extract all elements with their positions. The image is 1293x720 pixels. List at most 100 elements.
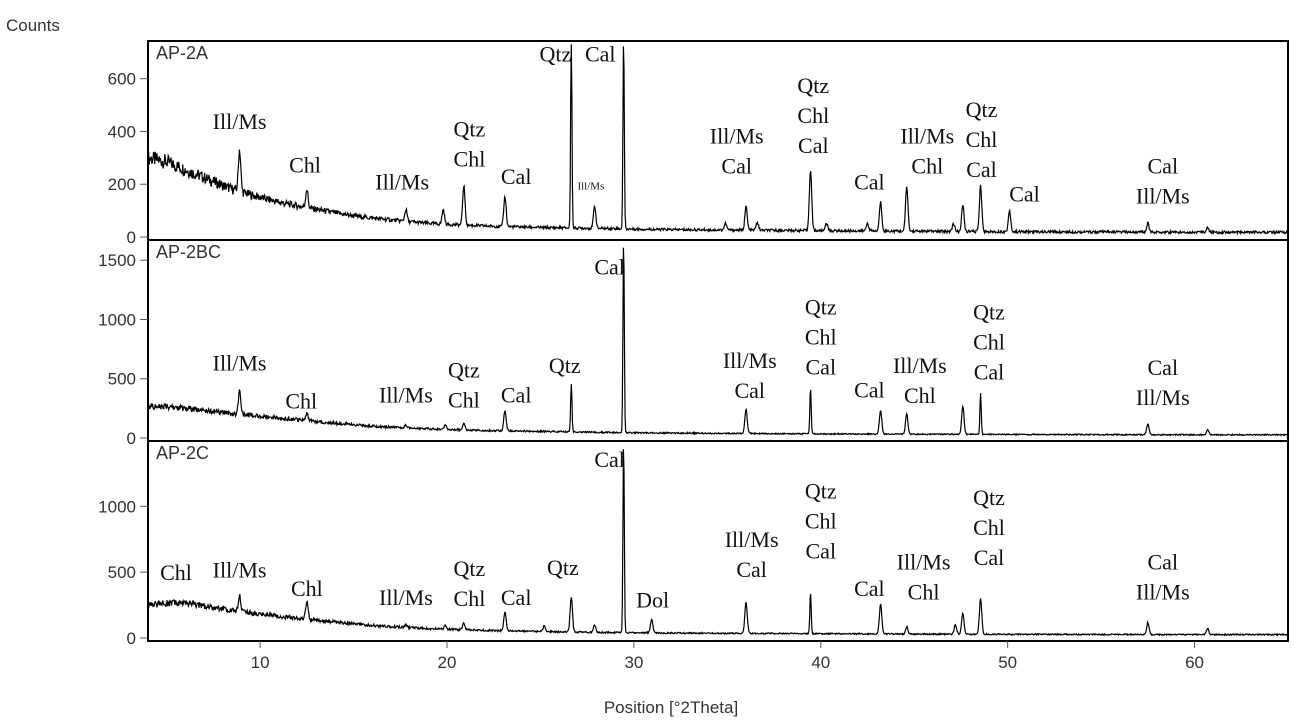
peak-label-line: Qtz xyxy=(454,556,486,581)
peak-label: Cal xyxy=(594,254,625,279)
peak-label: Qtz Chl Cal xyxy=(805,295,837,380)
peak-label-line: Qtz xyxy=(448,358,480,383)
peak-label-line: Ill/Ms xyxy=(213,350,267,375)
peak-label: Qtz Chl xyxy=(454,556,486,611)
peak-label: Cal Ill/Ms xyxy=(1136,550,1190,605)
peak-label: Ill/Ms Chl xyxy=(897,550,951,605)
peak-label: Cal xyxy=(854,170,885,195)
peak-label-line: Cal xyxy=(721,153,752,178)
peak-label: Qtz Chl Cal xyxy=(805,478,837,563)
peak-label-line: Chl xyxy=(911,153,943,178)
peak-label-line: Chl xyxy=(285,388,317,413)
peak-label-line: Cal xyxy=(594,254,625,279)
peak-label-line: Qtz xyxy=(797,73,829,98)
x-tick-label: 60 xyxy=(1185,653,1204,672)
peak-label: Ill/Ms Cal xyxy=(710,123,764,178)
peak-label: Ill/Ms xyxy=(213,557,267,582)
peak-label: Cal xyxy=(585,42,616,67)
peak-label-line: Ill/Ms xyxy=(1136,580,1190,605)
x-tick-label: 50 xyxy=(998,653,1017,672)
peak-label-line: Qtz xyxy=(966,97,998,122)
peak-label-line: Cal xyxy=(501,164,532,189)
peak-label-line: Ill/Ms xyxy=(379,585,433,610)
peak-label-line: Qtz xyxy=(805,295,837,320)
peak-label: Ill/Ms Cal xyxy=(725,527,779,582)
peak-label: Qtz Chl Cal xyxy=(797,73,829,158)
peak-label: Qtz xyxy=(540,42,572,67)
peak-label: Cal xyxy=(501,585,532,610)
peak-label-line: Dol xyxy=(636,588,669,613)
peak-label-line: Ill/Ms xyxy=(900,123,954,148)
peak-label-line: Cal xyxy=(966,157,997,182)
peak-label: Chl xyxy=(160,560,192,585)
peak-label-line: Chl xyxy=(289,152,321,177)
peak-label: Qtz xyxy=(547,555,579,580)
peak-label: Cal xyxy=(854,576,885,601)
peak-label-line: Qtz xyxy=(549,353,581,378)
peak-label-line: Chl xyxy=(454,147,486,172)
diffraction-pattern-line xyxy=(147,44,1289,236)
peak-label: Cal xyxy=(501,164,532,189)
y-tick-label: 0 xyxy=(127,629,136,648)
peak-label: Qtz Chl Cal xyxy=(973,299,1005,384)
y-tick-label: 1000 xyxy=(98,310,136,329)
peak-label: Cal Ill/Ms xyxy=(1136,154,1190,209)
peak-label-line: Ill/Ms xyxy=(213,557,267,582)
peak-label: Cal Ill/Ms xyxy=(1136,355,1190,410)
peak-label-line: Cal xyxy=(854,378,885,403)
y-tick-label: 1500 xyxy=(98,251,136,270)
peak-label-line: Chl xyxy=(973,515,1005,540)
peak-label-line: Ill/Ms xyxy=(725,527,779,552)
peak-label-line: Ill/Ms xyxy=(897,550,951,575)
peak-label-line: Chl xyxy=(448,388,480,413)
peak-label-line: Ill/Ms xyxy=(723,348,777,373)
peak-label-line: Chl xyxy=(908,580,940,605)
peak-label: Qtz Chl xyxy=(448,358,480,413)
peak-label-line: Ill/Ms xyxy=(710,123,764,148)
peak-label: Qtz xyxy=(549,353,581,378)
panel-ap-2c: AP-2C 0 500 1000 Chl Ill/Ms Chl Ill/Ms Qtz Chl Cal… xyxy=(98,440,1289,648)
peak-label-line: Ill/Ms xyxy=(379,382,433,407)
peak-label: Qtz Chl Cal xyxy=(966,97,998,182)
peak-label: Ill/Ms xyxy=(213,350,267,375)
peak-label-line: Chl xyxy=(797,103,829,128)
peak-label: Ill/Ms Cal xyxy=(723,348,777,403)
peak-label: Qtz Chl Cal xyxy=(973,485,1005,570)
y-tick-label: 600 xyxy=(108,70,136,89)
peak-label-line: Cal xyxy=(736,557,767,582)
peak-label: Cal xyxy=(1009,181,1040,206)
peak-label-line: Cal xyxy=(1148,550,1179,575)
x-tick-label: 10 xyxy=(251,653,270,672)
peak-label-line: Qtz xyxy=(805,478,837,503)
y-tick-label: 500 xyxy=(108,563,136,582)
peak-label-line: Chl xyxy=(805,325,837,350)
peak-label: Ill/Ms Chl xyxy=(900,123,954,178)
peak-label-line: Chl xyxy=(160,560,192,585)
panel-frame xyxy=(147,239,1289,442)
peak-label-line: Cal xyxy=(806,355,837,380)
peak-label: Ill/Ms xyxy=(379,382,433,407)
peak-label-line: Cal xyxy=(585,42,616,67)
x-tick-label: 20 xyxy=(438,653,457,672)
y-tick-label: 0 xyxy=(127,228,136,247)
peak-label-line: Cal xyxy=(798,133,829,158)
peak-label-line: Ill/Ms xyxy=(1136,385,1190,410)
diffraction-pattern-line xyxy=(147,449,1288,637)
peak-label: Chl xyxy=(285,388,317,413)
y-tick-label: 1000 xyxy=(98,497,136,516)
peak-label-line: Qtz xyxy=(454,117,486,142)
peak-label-line: Qtz xyxy=(973,485,1005,510)
peak-label-line: Ill/Ms xyxy=(213,109,267,134)
peak-label: Ill/Ms Chl xyxy=(893,353,947,408)
peak-label-line: Qtz xyxy=(547,555,579,580)
peak-label-line: Chl xyxy=(973,329,1005,354)
peak-label-line: Cal xyxy=(734,378,765,403)
peak-label-line: Cal xyxy=(974,545,1005,570)
peak-label-line: Cal xyxy=(501,585,532,610)
y-tick-label: 200 xyxy=(108,175,136,194)
peak-label: Cal xyxy=(594,447,625,472)
panel-ap-2bc: AP-2BC 0 500 1000 1500 Ill/Ms Chl Ill/Ms Qtz Chl C… xyxy=(98,239,1289,448)
peak-label-line: Cal xyxy=(1148,154,1179,179)
